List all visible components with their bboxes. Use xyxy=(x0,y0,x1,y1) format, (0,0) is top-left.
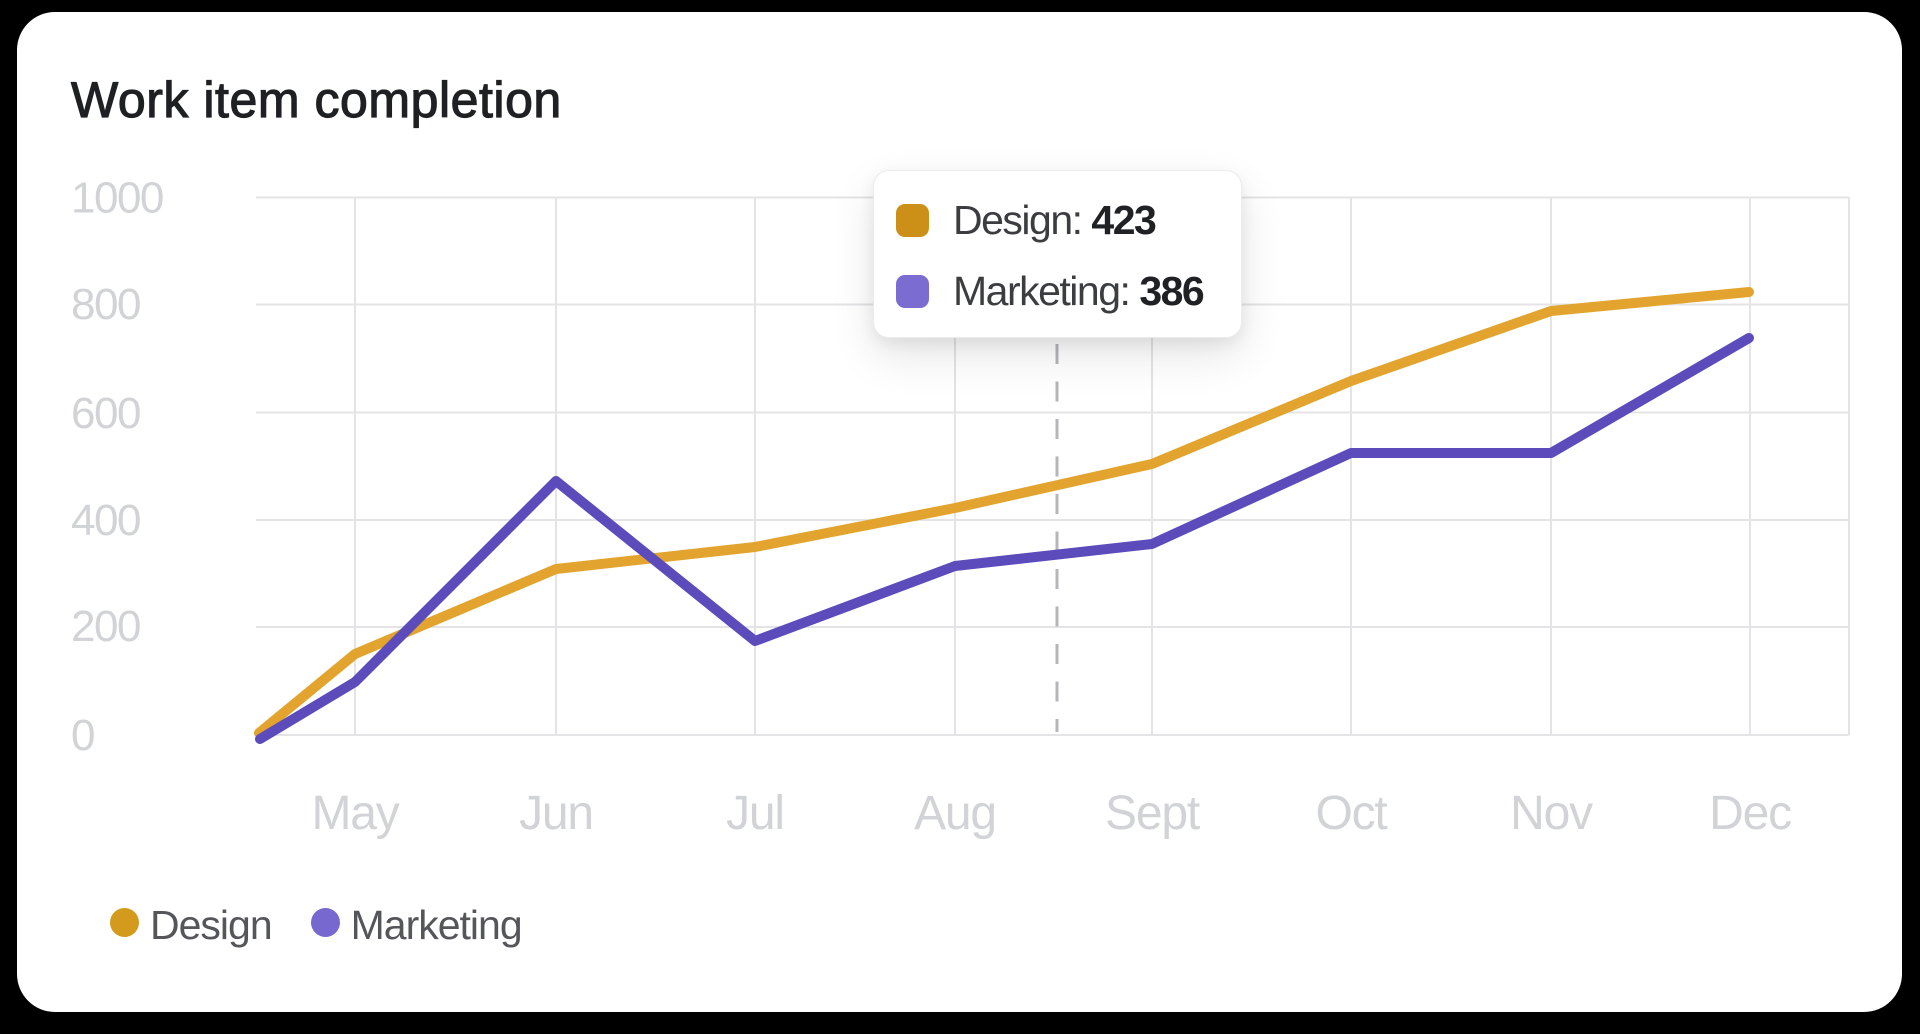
svg-text:600: 600 xyxy=(71,389,140,438)
svg-text:0: 0 xyxy=(71,711,94,760)
svg-text:400: 400 xyxy=(71,496,140,545)
svg-text:Sept: Sept xyxy=(1105,787,1200,840)
svg-text:Dec: Dec xyxy=(1709,787,1791,840)
svg-text:Nov: Nov xyxy=(1510,787,1593,840)
svg-text:Oct: Oct xyxy=(1315,787,1387,840)
svg-text:1000: 1000 xyxy=(71,174,163,223)
svg-text:Jun: Jun xyxy=(519,787,593,840)
svg-text:Jul: Jul xyxy=(726,787,784,840)
svg-text:800: 800 xyxy=(71,280,140,329)
svg-text:May: May xyxy=(311,787,399,840)
svg-text:Aug: Aug xyxy=(914,787,996,840)
svg-text:200: 200 xyxy=(71,602,140,651)
